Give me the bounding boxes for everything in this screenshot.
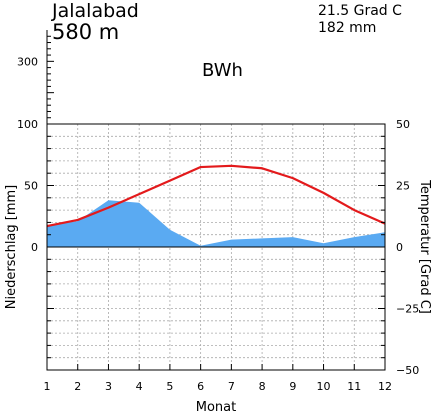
station-elevation: 580 m: [52, 20, 120, 44]
x-axis-title: Monat: [196, 400, 236, 415]
x-tick-label: 4: [136, 380, 143, 393]
x-tick-label: 6: [197, 380, 204, 393]
x-tick-label: 8: [259, 380, 266, 393]
x-tick-label: 10: [317, 380, 331, 393]
right-tick-label: −25: [396, 303, 419, 316]
left-tick-label: 100: [17, 118, 38, 131]
right-tick-label: 25: [396, 180, 410, 193]
annual-precipitation: 182 mm: [318, 20, 377, 36]
precipitation-area: [47, 200, 385, 247]
left-tick-label: 300: [17, 55, 38, 68]
plot-grid: [47, 124, 385, 370]
temperature-line: [46, 164, 386, 228]
climate-classification: BWh: [202, 60, 243, 81]
annual-mean-temperature: 21.5 Grad C: [318, 3, 402, 19]
x-tick-label: 11: [347, 380, 361, 393]
x-tick-label: 1: [44, 380, 51, 393]
right-axis-title: Temperatur [Grad C]: [417, 179, 432, 314]
x-tick-label: 9: [289, 380, 296, 393]
x-tick-label: 12: [378, 380, 392, 393]
x-tick-label: 5: [166, 380, 173, 393]
left-tick-label: 50: [24, 180, 38, 193]
axis-ticks: [46, 123, 386, 371]
left-tick-label: 0: [31, 241, 38, 254]
x-tick-label: 7: [228, 380, 235, 393]
x-tick-label: 2: [74, 380, 81, 393]
upper-precip-axis: [46, 30, 54, 124]
station-name: Jalalabad: [52, 0, 139, 22]
right-tick-label: −50: [396, 364, 419, 377]
left-axis-title: Niederschlag [mm]: [4, 185, 19, 310]
right-tick-label: 0: [396, 241, 403, 254]
x-tick-label: 3: [105, 380, 112, 393]
right-tick-label: 50: [396, 118, 410, 131]
